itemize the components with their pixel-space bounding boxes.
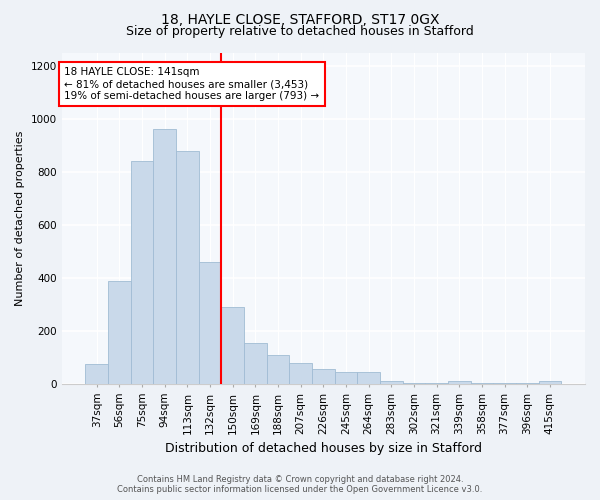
Bar: [493, 382, 516, 384]
Bar: [539, 382, 561, 384]
Bar: [470, 382, 493, 384]
Bar: [85, 364, 108, 384]
Bar: [131, 161, 154, 384]
Bar: [403, 382, 425, 384]
Bar: [221, 307, 244, 384]
Bar: [289, 362, 312, 384]
Bar: [154, 130, 176, 384]
Bar: [266, 354, 289, 384]
Bar: [448, 382, 470, 384]
Text: Contains HM Land Registry data © Crown copyright and database right 2024.
Contai: Contains HM Land Registry data © Crown c…: [118, 474, 482, 494]
Bar: [358, 372, 380, 384]
Bar: [108, 280, 131, 384]
Bar: [176, 150, 199, 384]
Bar: [335, 372, 358, 384]
Y-axis label: Number of detached properties: Number of detached properties: [15, 130, 25, 306]
Bar: [199, 262, 221, 384]
Bar: [380, 382, 403, 384]
Text: 18, HAYLE CLOSE, STAFFORD, ST17 0GX: 18, HAYLE CLOSE, STAFFORD, ST17 0GX: [161, 12, 439, 26]
Text: 18 HAYLE CLOSE: 141sqm
← 81% of detached houses are smaller (3,453)
19% of semi-: 18 HAYLE CLOSE: 141sqm ← 81% of detached…: [64, 68, 319, 100]
Bar: [425, 382, 448, 384]
Bar: [312, 370, 335, 384]
Text: Size of property relative to detached houses in Stafford: Size of property relative to detached ho…: [126, 25, 474, 38]
X-axis label: Distribution of detached houses by size in Stafford: Distribution of detached houses by size …: [165, 442, 482, 455]
Bar: [516, 382, 539, 384]
Bar: [244, 343, 266, 384]
